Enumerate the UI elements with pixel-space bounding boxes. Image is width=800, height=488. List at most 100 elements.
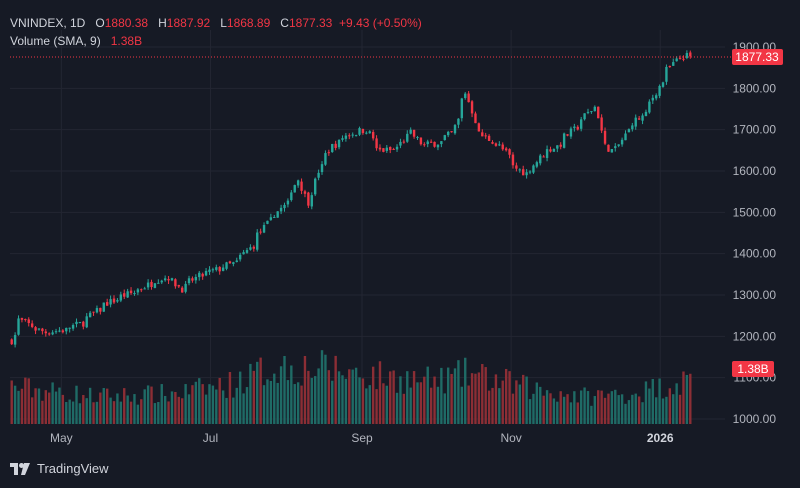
volume-bar <box>624 403 627 424</box>
volume-bar <box>273 373 276 424</box>
volume-bar <box>579 390 583 424</box>
volume-bar <box>429 387 433 424</box>
volume-bar <box>327 370 331 424</box>
volume-bar <box>597 390 600 424</box>
candle-body <box>624 133 627 141</box>
candle-body <box>300 181 303 191</box>
x-tick-label: Sep <box>351 431 373 445</box>
volume-bar <box>375 389 378 424</box>
tradingview-logo-icon <box>10 462 30 475</box>
volume-bar <box>34 388 37 424</box>
candle-body <box>559 144 562 147</box>
y-tick-label: 1700.00 <box>733 123 777 137</box>
candle-body <box>41 328 44 332</box>
volume-bar <box>296 382 300 424</box>
volume-bar <box>218 377 221 424</box>
volume-bar <box>586 391 590 424</box>
candle-body <box>341 138 344 140</box>
candle-body <box>92 311 95 313</box>
volume-bar <box>426 366 429 424</box>
volume-bar <box>324 354 327 424</box>
candle-body <box>320 164 324 173</box>
volume-bars <box>10 350 692 424</box>
candle-body <box>460 98 464 119</box>
volume-bar <box>637 396 641 424</box>
volume-bar <box>392 370 395 424</box>
candle-body <box>528 171 532 173</box>
volume-bar <box>58 387 61 424</box>
volume-bar <box>95 401 99 424</box>
volume-bar <box>181 398 184 424</box>
volume-bar <box>365 388 368 424</box>
volume-bar <box>450 373 453 424</box>
volume-bar <box>508 371 511 424</box>
candle-body <box>160 280 163 283</box>
volume-bar <box>259 357 262 424</box>
volume-bar <box>123 388 126 424</box>
candle-body <box>552 149 556 152</box>
volume-bar <box>307 370 310 424</box>
symbol-label[interactable]: VNINDEX, 1D <box>10 16 86 30</box>
volume-bar <box>276 382 279 424</box>
volume-bar <box>556 401 559 424</box>
candle-body <box>204 270 208 276</box>
time-axis[interactable]: May Jul Sep Nov 2026 <box>50 431 674 445</box>
volume-indicator-label[interactable]: Volume (SMA, 9) <box>10 34 101 48</box>
candle-body <box>620 139 624 145</box>
candle-body <box>24 319 27 321</box>
volume-bar <box>590 405 593 424</box>
x-tick-label: Nov <box>500 431 521 445</box>
candle-body <box>651 97 654 101</box>
volume-bar <box>610 391 614 424</box>
candle-body <box>324 153 327 165</box>
volume-bar <box>382 383 385 424</box>
candle-body <box>658 85 661 96</box>
candle-body <box>494 143 498 146</box>
candle-body <box>177 285 180 287</box>
tradingview-logo[interactable]: TradingView <box>10 461 109 476</box>
x-tick-label: 2026 <box>647 431 674 445</box>
candle-body <box>566 134 569 136</box>
candle-body <box>65 327 68 332</box>
volume-bar <box>157 401 160 424</box>
volume-bar <box>385 385 388 424</box>
candle-body <box>385 147 388 151</box>
volume-bar <box>423 376 426 424</box>
volume-bar <box>641 402 644 424</box>
candle-body <box>648 101 651 113</box>
volume-bar <box>689 373 692 424</box>
volume-bar <box>215 389 218 424</box>
candle-body <box>416 137 419 139</box>
candle-body <box>238 254 242 260</box>
candle-body <box>412 129 416 137</box>
volume-bar <box>30 397 34 424</box>
candle-body <box>644 111 648 117</box>
candle-body <box>443 135 446 141</box>
volume-bar <box>658 378 661 424</box>
volume-bar <box>341 375 344 424</box>
candle-body <box>406 133 409 142</box>
volume-bar <box>82 395 85 424</box>
volume-bar <box>603 397 607 424</box>
candle-body <box>573 126 576 129</box>
volume-bar <box>470 373 474 424</box>
y-tick-label: 1500.00 <box>733 205 777 219</box>
volume-bar <box>644 381 648 424</box>
volume-bar <box>48 392 51 424</box>
candle-body <box>665 66 668 82</box>
candle-body <box>467 93 470 103</box>
candle-body <box>126 291 129 298</box>
candle-body <box>293 185 296 193</box>
ohlc-row: VNINDEX, 1D O1880.38 H1887.92 L1868.89 C… <box>10 14 422 32</box>
candle-body <box>583 113 586 120</box>
volume-bar <box>453 368 457 424</box>
volume-bar <box>194 381 198 424</box>
volume-bar <box>518 384 521 424</box>
candle-body <box>303 191 307 194</box>
volume-bar <box>85 398 88 424</box>
candle-body <box>433 141 436 147</box>
volume-bar <box>266 379 269 424</box>
volume-bar <box>51 382 54 424</box>
volume-bar <box>440 367 443 424</box>
